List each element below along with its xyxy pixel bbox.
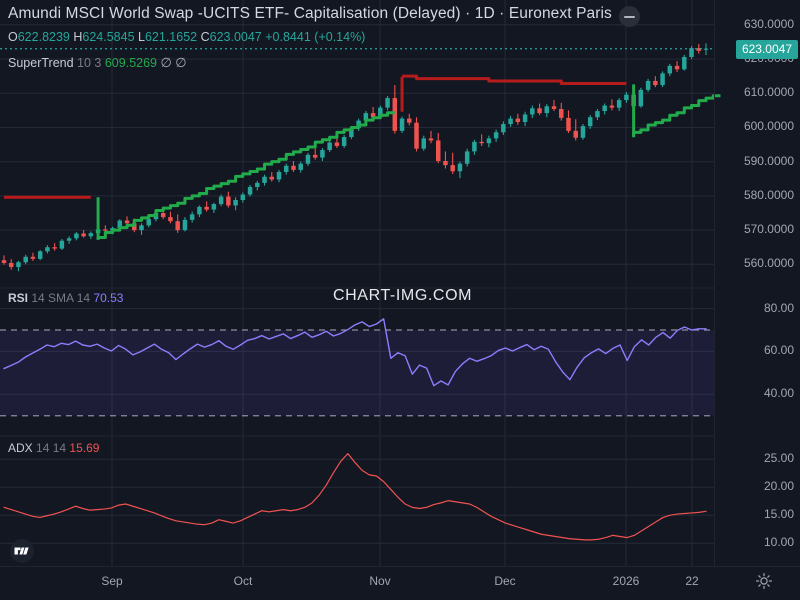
rsi-series: [3, 318, 707, 387]
tradingview-logo[interactable]: [10, 539, 34, 563]
supertrend-series: [4, 74, 721, 240]
rsi-band: [0, 329, 714, 417]
last-price-badge: 623.0047: [735, 39, 798, 60]
candlestick-series: [1, 43, 709, 272]
adx-series: [3, 453, 707, 541]
minimize-icon[interactable]: [619, 6, 640, 27]
time-axis-divider: [0, 566, 800, 567]
price-axis-divider: [714, 0, 715, 566]
grid-lines: [0, 0, 714, 566]
gear-icon[interactable]: [755, 572, 773, 590]
